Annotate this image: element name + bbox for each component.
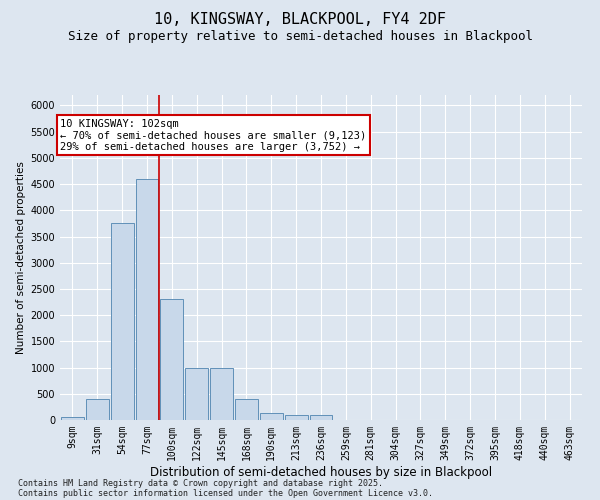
Text: 10 KINGSWAY: 102sqm
← 70% of semi-detached houses are smaller (9,123)
29% of sem: 10 KINGSWAY: 102sqm ← 70% of semi-detach…	[61, 118, 367, 152]
Text: Contains HM Land Registry data © Crown copyright and database right 2025.: Contains HM Land Registry data © Crown c…	[18, 478, 383, 488]
X-axis label: Distribution of semi-detached houses by size in Blackpool: Distribution of semi-detached houses by …	[150, 466, 492, 478]
Bar	[111, 224, 134, 420]
Bar	[210, 368, 233, 420]
Bar	[160, 300, 183, 420]
Text: 10, KINGSWAY, BLACKPOOL, FY4 2DF: 10, KINGSWAY, BLACKPOOL, FY4 2DF	[154, 12, 446, 28]
Bar	[185, 368, 208, 420]
Bar	[235, 399, 258, 420]
Bar	[285, 415, 308, 420]
Y-axis label: Number of semi-detached properties: Number of semi-detached properties	[16, 161, 26, 354]
Bar	[310, 415, 332, 420]
Bar	[136, 179, 158, 420]
Bar	[61, 418, 84, 420]
Text: Contains public sector information licensed under the Open Government Licence v3: Contains public sector information licen…	[18, 488, 433, 498]
Text: Size of property relative to semi-detached houses in Blackpool: Size of property relative to semi-detach…	[67, 30, 533, 43]
Bar	[260, 413, 283, 420]
Bar	[86, 399, 109, 420]
